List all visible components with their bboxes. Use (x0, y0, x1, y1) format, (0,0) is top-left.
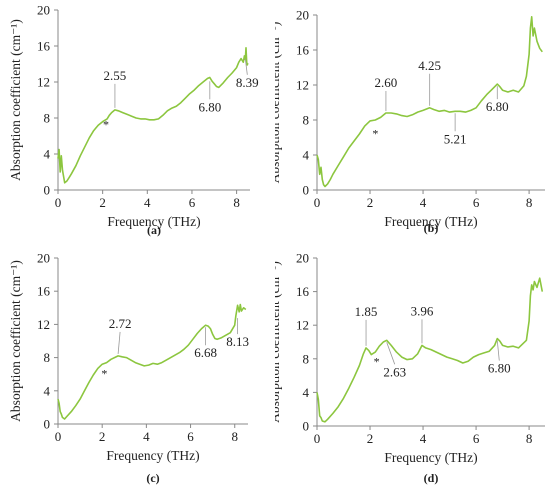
panel-d: 0 2 4 6 8 0 4 8 12 16 20 Frequency (THz) Absorption … (267, 246, 550, 492)
series-line (57, 47, 249, 184)
x-tick-label: 2 (99, 429, 106, 444)
chart-b: 0 2 4 6 8 0 4 8 12 16 20 Frequency (THz) Absorption … (267, 8, 545, 235)
y-tick-label: 20 (296, 8, 309, 23)
x-tick-label: 0 (314, 195, 321, 210)
annotation-label: 6.80 (488, 361, 511, 376)
y-tick-label: 16 (37, 39, 51, 54)
y-tick-label: 4 (44, 147, 51, 162)
annotation-label: 4.25 (418, 58, 441, 73)
annotation-label: 8.39 (236, 75, 259, 90)
panel-b: 0 2 4 6 8 0 4 8 12 16 20 Frequency (THz) Absorption … (267, 0, 550, 246)
x-tick-label: 0 (314, 431, 321, 446)
x-axis-title: Frequency (THz) (107, 214, 200, 229)
panel-label: (b) (424, 221, 439, 235)
y-tick-label: 8 (303, 351, 310, 366)
y-tick-label: 0 (44, 183, 51, 198)
y-tick-label: 12 (296, 318, 309, 333)
panel-label: (c) (146, 471, 159, 485)
x-tick-label: 2 (367, 431, 374, 446)
annotation-label: 2.60 (375, 75, 398, 90)
x-tick-label: 8 (231, 429, 238, 444)
star-marker: * (103, 118, 109, 132)
y-tick-label: 0 (303, 183, 310, 198)
x-tick-label: 8 (526, 431, 533, 446)
annotation-label: 6.80 (198, 99, 221, 114)
x-tick-label: 2 (99, 195, 106, 210)
y-tick-label: 8 (44, 111, 51, 126)
x-axis-title: Frequency (THz) (384, 214, 477, 229)
y-tick-label: 16 (296, 284, 310, 299)
series-line (316, 16, 543, 188)
x-tick-label: 4 (143, 429, 150, 444)
y-tick-label: 8 (303, 113, 310, 128)
series-line (316, 277, 544, 423)
chart-c: 0 2 4 6 8 0 4 8 12 16 20 Frequency (THz) Absorption … (8, 251, 249, 486)
panel-label: (a) (147, 223, 161, 237)
y-tick-label: 0 (44, 417, 51, 432)
chart-a: 0 2 4 6 8 0 4 8 12 16 20 Frequency (THz) Absorption … (8, 3, 259, 238)
y-tick-label: 12 (37, 75, 50, 90)
y-tick-label: 8 (44, 350, 51, 365)
chart-d: 0 2 4 6 8 0 4 8 12 16 20 Frequency (THz) Absorption … (267, 251, 545, 485)
y-tick-label: 4 (44, 383, 51, 398)
x-tick-label: 6 (187, 429, 194, 444)
x-tick-label: 4 (420, 195, 427, 210)
y-axis-title: Absorption coefficient (cm⁻¹) (8, 19, 23, 181)
annotation-leader (244, 58, 248, 75)
y-axis-title: Absorption coefficient (cm⁻¹) (275, 261, 282, 423)
annotation-leader (386, 342, 396, 365)
y-tick-label: 20 (37, 3, 50, 18)
star-marker: * (372, 126, 378, 140)
x-tick-label: 6 (189, 195, 196, 210)
y-tick-label: 20 (296, 251, 309, 266)
y-tick-label: 4 (303, 148, 310, 163)
annotation-label: 2.55 (104, 68, 127, 83)
y-tick-label: 0 (303, 419, 310, 434)
y-axis-title: Absorption coefficient (cm⁻¹) (275, 22, 282, 184)
star-marker: * (374, 355, 380, 369)
star-marker: * (101, 367, 107, 381)
annotation-label: 2.63 (383, 364, 406, 379)
x-tick-label: 0 (55, 195, 62, 210)
panel-a: 0 2 4 6 8 0 4 8 12 16 20 Frequency (THz) Absorption … (0, 0, 275, 246)
x-axis-title: Frequency (THz) (384, 450, 477, 465)
y-tick-label: 12 (37, 317, 50, 332)
x-tick-label: 0 (55, 429, 62, 444)
panel-c: 0 2 4 6 8 0 4 8 12 16 20 Frequency (THz) Absorption … (0, 246, 275, 492)
x-tick-label: 6 (473, 195, 480, 210)
annotation-label: 1.85 (355, 304, 378, 319)
series-line (57, 303, 247, 420)
y-tick-label: 20 (37, 251, 50, 266)
x-tick-label: 8 (233, 195, 240, 210)
y-axis-title: Absorption coefficient (cm⁻¹) (8, 260, 23, 422)
y-tick-label: 16 (296, 43, 310, 58)
annotation-label: 8.13 (226, 334, 249, 349)
annotation-label: 6.68 (194, 345, 217, 360)
x-tick-label: 2 (367, 195, 374, 210)
panel-label: (d) (424, 471, 439, 485)
x-tick-label: 4 (420, 431, 427, 446)
y-tick-label: 4 (303, 385, 310, 400)
annotation-leader (496, 340, 500, 361)
x-axis-title: Frequency (THz) (106, 448, 199, 463)
annotation-leader (117, 331, 121, 354)
y-tick-label: 12 (296, 78, 309, 93)
annotation-label: 3.96 (411, 303, 434, 318)
x-tick-label: 4 (144, 195, 151, 210)
annotation-label: 2.72 (109, 316, 132, 331)
annotation-label: 6.80 (486, 99, 509, 114)
y-tick-label: 16 (37, 284, 51, 299)
x-tick-label: 8 (526, 195, 533, 210)
annotation-label: 5.21 (444, 131, 467, 146)
x-tick-label: 6 (473, 431, 480, 446)
